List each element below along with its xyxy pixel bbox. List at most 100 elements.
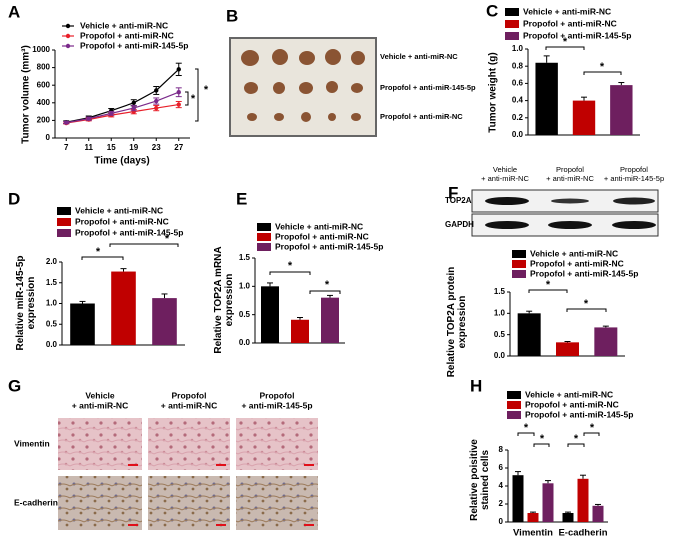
legend-swatch — [57, 218, 71, 226]
point — [176, 102, 181, 107]
legend-swatch — [507, 391, 521, 399]
y-tick-label: 0 — [499, 517, 504, 526]
significance-bracket — [81, 256, 124, 260]
y-tick-label: 0.5 — [46, 319, 58, 328]
legend-swatch — [505, 8, 519, 16]
y-tick-label: 1.0 — [46, 299, 58, 308]
legend-label: Propofol + anti-miR-NC — [80, 30, 174, 40]
bar — [556, 342, 579, 356]
histology-column-label: + anti-miR-NC — [161, 400, 217, 410]
panel-label: D — [8, 189, 20, 208]
photo-label: Propofol + anti-miR-NC — [380, 112, 463, 121]
legend-label: Vehicle + anti-miR-NC — [523, 6, 611, 16]
legend-swatch — [505, 20, 519, 28]
histology-row-label: E-cadherin — [14, 497, 58, 507]
y-tick-label: 0.5 — [494, 330, 506, 339]
point — [109, 111, 114, 116]
significance-bracket — [533, 443, 550, 447]
blot-column-label: + anti-miR-145-5p — [604, 174, 664, 183]
legend-label: Propofol + anti-miR-145-5p — [530, 268, 638, 278]
y-tick-label: 6 — [499, 463, 504, 472]
legend-swatch — [57, 229, 71, 237]
y-axis-label: Relative TOP2A mRNA expression — [213, 246, 235, 354]
y-tick-label: 0.6 — [512, 79, 524, 88]
significance-bracket — [566, 308, 607, 312]
legend-label: Propofol + anti-miR-145-5p — [523, 30, 631, 40]
significance-mark: * — [96, 246, 101, 258]
point — [64, 120, 69, 125]
legend-label: Propofol + anti-miR-NC — [75, 216, 169, 226]
panel-label: B — [226, 6, 238, 25]
y-tick-label: 0.4 — [512, 96, 524, 105]
y-tick-label: 600 — [37, 80, 51, 89]
x-tick-label: 7 — [64, 143, 69, 152]
significance-mark: * — [191, 93, 196, 105]
x-tick-label: E-cadherin — [558, 528, 607, 539]
blot-row-label: TOP2A — [445, 196, 472, 205]
histology-column-label: Vehicle — [85, 390, 115, 400]
significance-bracket — [545, 46, 585, 50]
y-tick-label: 1000 — [32, 45, 50, 54]
y-tick-label: 0.0 — [494, 351, 506, 360]
y-tick-label: 0.0 — [46, 340, 58, 349]
x-axis-label: Time (days) — [94, 156, 149, 167]
legend-swatch — [512, 270, 526, 278]
series-line — [66, 68, 180, 123]
y-tick-label: 4 — [499, 481, 504, 490]
y-axis-label: Relative poisitive stained cells — [469, 439, 491, 521]
bar — [152, 298, 177, 345]
y-tick-label: 200 — [37, 116, 51, 125]
legend-swatch — [257, 223, 271, 231]
bar — [610, 85, 633, 135]
x-tick-label: Vimentin — [513, 528, 553, 539]
legend-label: Vehicle + anti-miR-NC — [525, 389, 613, 399]
y-tick-label: 1.5 — [239, 253, 251, 262]
x-tick-label: 23 — [152, 143, 161, 152]
y-tick-label: 1.5 — [46, 278, 58, 287]
significance-bracket — [567, 443, 585, 447]
panel-label: F — [448, 183, 458, 202]
y-tick-label: 0 — [46, 133, 51, 142]
legend-label: Propofol + anti-miR-NC — [525, 399, 619, 409]
bar — [111, 271, 136, 345]
legend-label: Propofol + anti-miR-NC — [275, 231, 369, 241]
series-line — [66, 91, 179, 124]
y-tick-label: 0.0 — [512, 130, 524, 139]
panel-label: H — [470, 376, 482, 395]
y-axis-label: Tumor volume (mm³) — [20, 44, 32, 144]
blot-column-label: + anti-miR-NC — [481, 174, 529, 183]
significance-mark: * — [165, 233, 170, 245]
significance-bracket — [583, 432, 600, 436]
histology-row-label: Vimentin — [14, 438, 50, 448]
bar — [542, 483, 554, 522]
point — [154, 105, 159, 111]
bar — [535, 62, 558, 136]
photo-label: Vehicle + anti-miR-NC — [380, 52, 458, 61]
bar — [291, 319, 309, 343]
significance-bracket — [269, 271, 311, 275]
legend-label: Propofol + anti-miR-NC — [530, 258, 624, 268]
histology-column-label: + anti-miR-NC — [72, 400, 128, 410]
y-tick-label: 2 — [499, 499, 504, 508]
blot-column-label: Propofol — [556, 165, 584, 174]
significance-bracket — [517, 432, 535, 436]
bar — [70, 303, 95, 345]
significance-mark: * — [546, 279, 551, 291]
legend-swatch — [507, 401, 521, 409]
bar — [261, 286, 279, 343]
legend-label: Propofol + anti-miR-NC — [523, 18, 617, 28]
point — [86, 116, 91, 121]
western-blot — [471, 189, 659, 237]
blot-row-label: GAPDH — [445, 220, 474, 229]
legend-marker — [65, 43, 71, 49]
bar — [594, 327, 618, 356]
panel-label: G — [8, 376, 21, 395]
y-tick-label: 2.0 — [46, 257, 58, 266]
bar — [321, 297, 339, 343]
y-axis-label: Tumor weight (g) — [487, 51, 499, 133]
bar — [572, 100, 596, 135]
blot-column-label: Vehicle — [493, 165, 517, 174]
histology-images — [58, 418, 318, 530]
